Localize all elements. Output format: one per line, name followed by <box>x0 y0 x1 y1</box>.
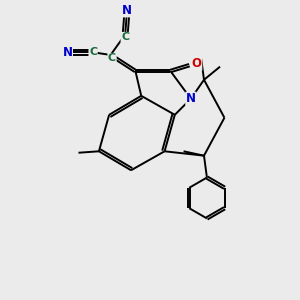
Text: N: N <box>122 4 132 17</box>
Text: C: C <box>121 32 129 43</box>
Text: C: C <box>89 47 97 57</box>
Text: C: C <box>108 53 116 64</box>
Text: O: O <box>192 57 202 70</box>
Text: N: N <box>62 46 72 59</box>
Text: N: N <box>186 92 196 105</box>
